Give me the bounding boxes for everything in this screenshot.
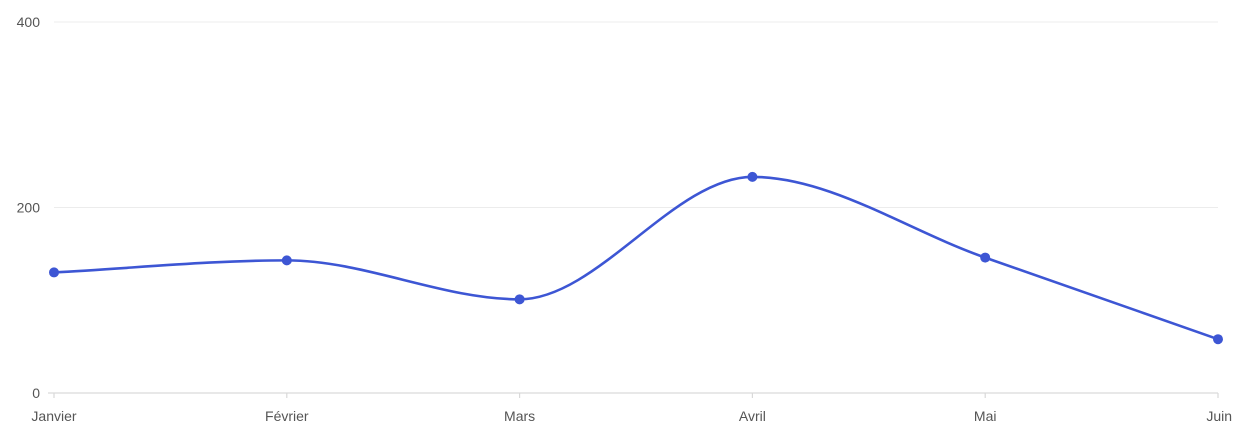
x-tick-label: Février	[265, 408, 309, 424]
y-tick-label: 400	[17, 14, 41, 30]
data-point-avril[interactable]	[747, 171, 758, 182]
y-tick-label: 200	[17, 200, 41, 216]
axis-layer	[48, 392, 1219, 398]
x-tick-label: Janvier	[31, 408, 76, 424]
series-line	[52, 175, 1220, 341]
data-point-mars[interactable]	[514, 294, 525, 305]
data-point-juin[interactable]	[1213, 334, 1223, 345]
x-tick-label: Avril	[739, 408, 766, 424]
x-tick-label: Mars	[504, 408, 535, 424]
x-tick-label: Juin	[1206, 408, 1232, 424]
data-point-mai[interactable]	[980, 252, 991, 263]
data-point-février[interactable]	[281, 255, 292, 266]
data-point-janvier[interactable]	[49, 267, 59, 278]
label-layer: 0 200 400 Janvier Février Mars Avril Mai Juin	[17, 14, 1232, 424]
x-tick-label: Mai	[974, 408, 997, 424]
series-layer	[49, 171, 1223, 345]
y-tick-label: 0	[32, 385, 40, 401]
grid-layer	[54, 21, 1218, 208]
